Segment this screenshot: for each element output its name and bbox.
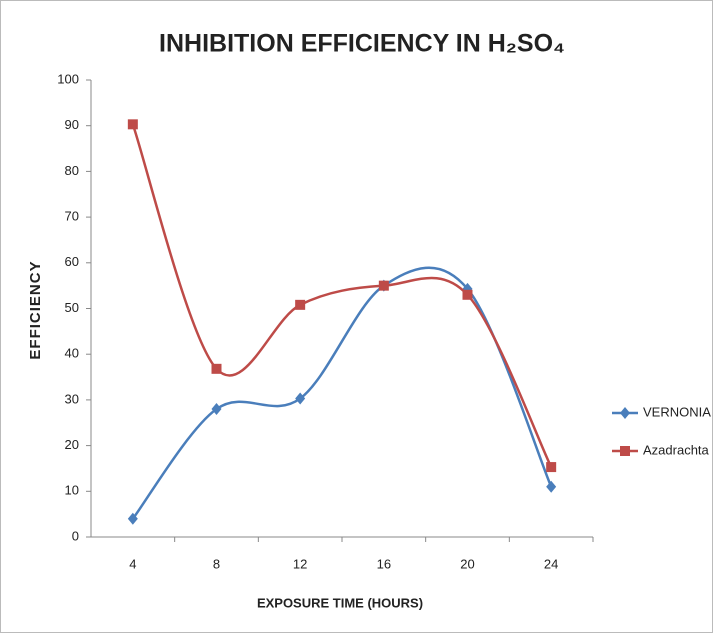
legend-label: Azadrachta — [643, 442, 710, 457]
x-tick-label: 24 — [544, 556, 558, 571]
x-tick-label: 12 — [293, 556, 307, 571]
data-point — [211, 363, 222, 374]
data-point — [378, 280, 389, 291]
x-tick-label: 20 — [460, 556, 474, 571]
x-tick-label: 8 — [213, 556, 220, 571]
y-tick-label: 80 — [65, 163, 79, 178]
data-point — [127, 119, 138, 130]
y-tick-label: 100 — [57, 71, 79, 86]
data-point — [546, 480, 557, 493]
y-tick-label: 60 — [65, 254, 79, 269]
legend-marker — [620, 446, 630, 456]
y-tick-label: 10 — [65, 483, 79, 498]
legend-marker — [620, 407, 630, 419]
data-point — [211, 403, 222, 416]
legend-label: VERNONIA — [643, 404, 711, 419]
x-tick-label: 4 — [129, 556, 136, 571]
y-tick-label: 30 — [65, 391, 79, 406]
x-tick-label: 16 — [377, 556, 391, 571]
data-point — [295, 392, 306, 405]
data-point — [295, 299, 306, 310]
y-tick-label: 90 — [65, 117, 79, 132]
y-tick-label: 50 — [65, 300, 79, 315]
x-axis-title: EXPOSURE TIME (HOURS) — [257, 595, 423, 610]
data-point — [462, 289, 473, 300]
chart-title: INHIBITION EFFICIENCY IN H₂SO₄ — [159, 30, 565, 58]
y-tick-label: 40 — [65, 346, 79, 361]
y-tick-label: 70 — [65, 209, 79, 224]
y-axis-title: EFFICIENCY — [27, 260, 44, 359]
data-point — [546, 462, 557, 473]
y-tick-label: 20 — [65, 437, 79, 452]
data-point — [127, 512, 138, 525]
series-line — [131, 123, 553, 468]
y-tick-label: 0 — [72, 528, 79, 543]
